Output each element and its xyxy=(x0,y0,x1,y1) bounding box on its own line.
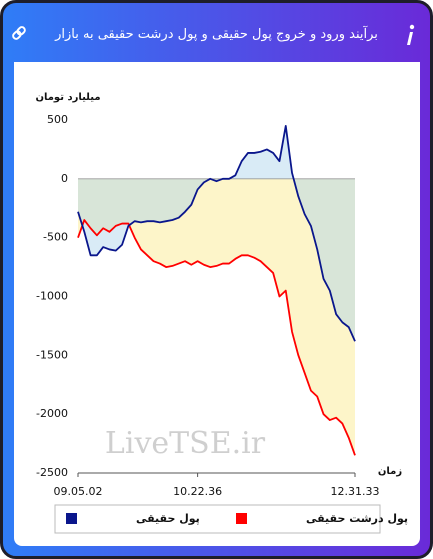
x-tick-label: 12.31.33 xyxy=(331,485,380,498)
series-area xyxy=(78,125,355,342)
y-tick-label: -1000 xyxy=(36,290,68,303)
x-tick-label: 09.05.02 xyxy=(54,485,103,498)
y-tick-label: -500 xyxy=(43,231,68,244)
header-title: برآیند ورود و خروج پول حقیقی و پول درشت … xyxy=(55,27,378,42)
legend-box xyxy=(54,504,381,534)
x-tick-label: 10.22.36 xyxy=(173,485,222,498)
series-area xyxy=(78,178,355,456)
legend-label: پول حقیقی xyxy=(136,512,200,525)
legend-swatch xyxy=(236,513,247,524)
y-axis-title: میلیارد تومان xyxy=(35,92,100,103)
series-line xyxy=(77,219,356,456)
legend-swatch xyxy=(66,513,77,524)
link-icon[interactable] xyxy=(11,23,27,43)
y-tick-label: -2000 xyxy=(36,407,68,420)
y-tick-label: 500 xyxy=(47,113,68,126)
info-icon[interactable] xyxy=(403,23,417,47)
series-group xyxy=(77,124,356,456)
legend-label: پول درشت حقیقی xyxy=(306,512,408,525)
y-tick-label: 0 xyxy=(61,172,68,185)
x-axis-title: زمان xyxy=(378,466,402,477)
y-tick-label: -2500 xyxy=(36,466,68,479)
y-tick-label: -1500 xyxy=(36,348,68,361)
watermark: LiveTSE.ir xyxy=(105,426,266,461)
series-line xyxy=(77,124,356,342)
